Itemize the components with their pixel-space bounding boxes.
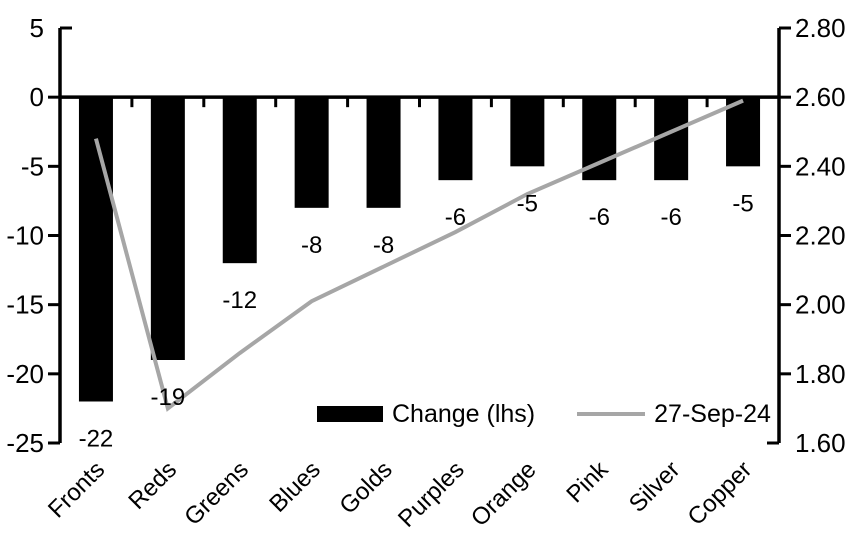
legend-line-swatch: [577, 412, 646, 416]
category-label-blues: Blues: [264, 456, 326, 518]
bar-value-label: -6: [445, 204, 466, 231]
legend-line-label: 27-Sep-24: [654, 399, 771, 428]
left-axis-tick-label: -15: [6, 290, 44, 320]
bar-value-label: -5: [732, 190, 753, 217]
legend-bar-label: Change (lhs): [392, 399, 536, 428]
chart-legend: Change (lhs) 27-Sep-24: [317, 398, 771, 430]
bar-value-label: -6: [589, 204, 610, 231]
category-label-greens: Greens: [179, 456, 254, 531]
category-label-copper: Copper: [683, 456, 758, 531]
bar-copper: [726, 97, 761, 167]
left-axis-tick-label: -5: [21, 151, 44, 181]
bar-value-label: -5: [517, 190, 538, 217]
category-label-purples: Purples: [393, 456, 470, 533]
bar-value-label: -19: [151, 384, 186, 411]
bar-blues: [294, 97, 329, 208]
left-axis-tick-label: 5: [30, 13, 44, 43]
bar-value-label: -8: [373, 232, 394, 259]
category-label-pink: Pink: [561, 455, 614, 508]
trend-line: [94, 98, 744, 412]
bar-reds: [150, 97, 185, 361]
bar-value-label: -6: [660, 204, 681, 231]
right-axis-tick-label: 1.60: [795, 428, 846, 458]
category-label-reds: Reds: [123, 456, 182, 515]
bar-value-label: -22: [79, 426, 114, 453]
right-axis-tick-label: 1.80: [795, 359, 846, 389]
right-axis-tick-label: 2.40: [795, 151, 846, 181]
right-axis-tick-label: 2.60: [795, 82, 846, 112]
category-label-orange: Orange: [466, 456, 542, 532]
bar-value-label: -8: [301, 232, 322, 259]
category-label-golds: Golds: [334, 456, 397, 519]
category-label-fronts: Fronts: [43, 456, 110, 523]
category-label-silver: Silver: [624, 456, 686, 518]
bar-golds: [366, 97, 401, 208]
bar-greens: [222, 97, 257, 264]
bar-value-label: -12: [222, 287, 257, 314]
left-axis-tick-label: -20: [6, 359, 44, 389]
legend-bar-swatch: [317, 406, 383, 422]
bar-purples: [438, 97, 473, 181]
right-axis-tick-label: 2.00: [795, 290, 846, 320]
bar-orange: [510, 97, 545, 167]
bar-fronts: [78, 97, 113, 402]
left-axis-tick-label: -25: [6, 428, 44, 458]
left-axis-tick-label: -10: [6, 221, 44, 251]
left-axis-tick-label: 0: [30, 82, 44, 112]
right-axis-tick-label: 2.80: [795, 13, 846, 43]
right-axis-tick-label: 2.20: [795, 221, 846, 251]
